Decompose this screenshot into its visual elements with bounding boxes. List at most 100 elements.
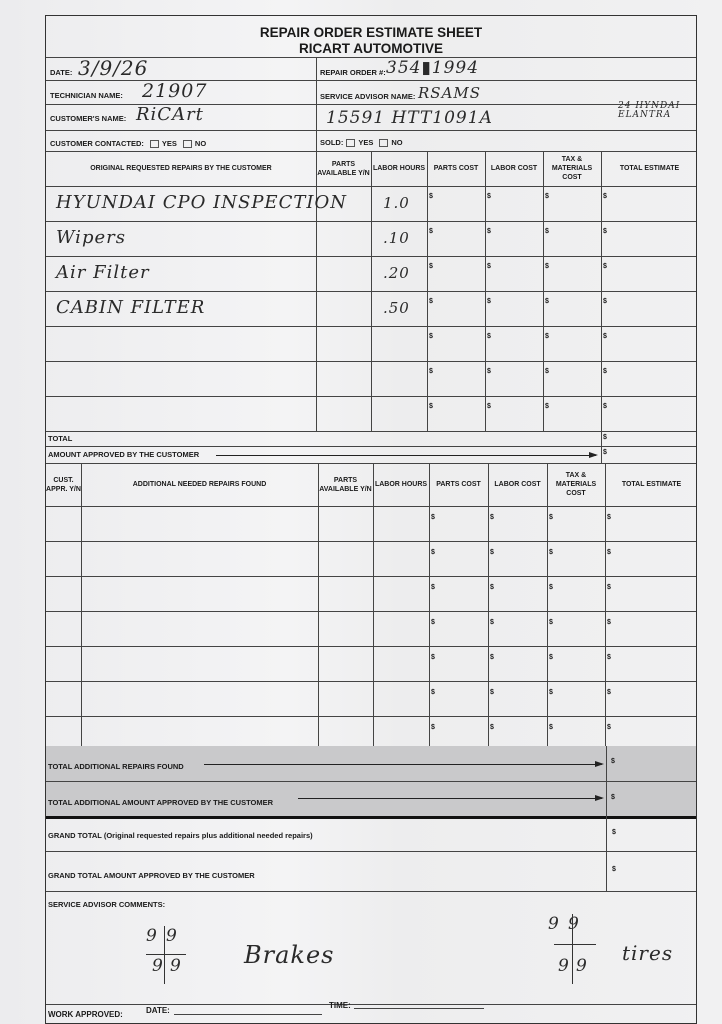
- currency-cell[interactable]: $: [487, 403, 491, 410]
- currency-cell[interactable]: $: [549, 584, 553, 591]
- time-line[interactable]: [354, 1008, 484, 1009]
- column-divider: [373, 463, 374, 751]
- currency-cell[interactable]: $: [431, 549, 435, 556]
- currency-cell[interactable]: $: [487, 333, 491, 340]
- currency-cell[interactable]: $: [603, 368, 607, 375]
- sold-label: SOLD: YES NO: [320, 138, 403, 148]
- vehicle-note: 24 HYNDAI ELANTRA: [618, 101, 681, 120]
- currency-cell[interactable]: $: [490, 584, 494, 591]
- currency-cell[interactable]: $: [431, 514, 435, 521]
- currency-cell[interactable]: $: [603, 333, 607, 340]
- repair-description[interactable]: Air Filter: [56, 262, 150, 283]
- column-header: ORIGINAL REQUESTED REPAIRS BY THE CUSTOM…: [90, 165, 272, 172]
- currency-cell[interactable]: $: [429, 228, 433, 235]
- currency-cell[interactable]: $: [603, 403, 607, 410]
- currency-cell[interactable]: $: [603, 298, 607, 305]
- tally-mark-left: 9 9 9 9: [144, 926, 189, 986]
- currency-cell[interactable]: $: [545, 263, 549, 270]
- row-divider: [46, 611, 696, 612]
- grand-total-amount[interactable]: $: [612, 829, 616, 836]
- currency-cell[interactable]: $: [490, 724, 494, 731]
- currency-cell[interactable]: $: [487, 228, 491, 235]
- labor-hours[interactable]: .20: [383, 264, 410, 282]
- currency-cell[interactable]: $: [603, 193, 607, 200]
- total-additional-label: TOTAL ADDITIONAL REPAIRS FOUND: [48, 762, 184, 771]
- currency-cell[interactable]: $: [490, 654, 494, 661]
- contacted-text: CUSTOMER CONTACTED:: [50, 139, 144, 148]
- currency-cell[interactable]: $: [431, 689, 435, 696]
- advisor-value[interactable]: RSAMS: [418, 84, 482, 102]
- currency-cell[interactable]: $: [607, 584, 611, 591]
- currency-cell[interactable]: $: [545, 403, 549, 410]
- currency-cell[interactable]: $: [431, 619, 435, 626]
- total-amount[interactable]: $: [603, 434, 607, 441]
- vehicle-value[interactable]: 15591 HTT1091A: [326, 108, 493, 128]
- contacted-no-checkbox[interactable]: [182, 140, 192, 149]
- currency-cell[interactable]: $: [431, 584, 435, 591]
- repair-order-value[interactable]: 354▮1994: [386, 58, 480, 78]
- currency-cell[interactable]: $: [549, 689, 553, 696]
- yes-text: YES: [161, 139, 177, 148]
- contacted-yes-checkbox[interactable]: [149, 140, 159, 149]
- currency-cell[interactable]: $: [429, 403, 433, 410]
- amount-approved-label: AMOUNT APPROVED BY THE CUSTOMER: [48, 450, 200, 459]
- currency-cell[interactable]: $: [429, 368, 433, 375]
- currency-cell[interactable]: $: [545, 368, 549, 375]
- currency-cell[interactable]: $: [607, 724, 611, 731]
- customer-value[interactable]: RiCArt: [136, 104, 204, 125]
- column-header: PARTS AVAILABLE Y/N: [317, 160, 370, 177]
- currency-cell[interactable]: $: [607, 514, 611, 521]
- currency-cell[interactable]: $: [545, 228, 549, 235]
- currency-cell[interactable]: $: [607, 654, 611, 661]
- total-additional-amount[interactable]: $: [611, 758, 615, 765]
- total-additional-approved-amount[interactable]: $: [611, 794, 615, 801]
- table-row: $ $ $ $: [46, 681, 698, 716]
- sold-yes-checkbox[interactable]: [346, 139, 356, 148]
- currency-cell[interactable]: $: [487, 368, 491, 375]
- repair-description[interactable]: CABIN FILTER: [56, 297, 206, 318]
- table-row: $ $ $ $: [46, 396, 698, 431]
- currency-cell[interactable]: $: [607, 689, 611, 696]
- currency-cell[interactable]: $: [487, 263, 491, 270]
- currency-cell[interactable]: $: [431, 654, 435, 661]
- work-approved-time-label: TIME:: [329, 1001, 351, 1010]
- currency-cell[interactable]: $: [429, 333, 433, 340]
- currency-cell[interactable]: $: [545, 193, 549, 200]
- currency-cell[interactable]: $: [487, 298, 491, 305]
- table-row: $ $ $ $: [46, 716, 698, 751]
- amount-approved-amount[interactable]: $: [603, 449, 607, 456]
- currency-cell[interactable]: $: [429, 193, 433, 200]
- currency-cell[interactable]: $: [490, 689, 494, 696]
- tally-digit: 9: [166, 926, 178, 946]
- currency-cell[interactable]: $: [549, 514, 553, 521]
- labor-hours[interactable]: .10: [383, 229, 410, 247]
- currency-cell[interactable]: $: [549, 724, 553, 731]
- currency-cell[interactable]: $: [545, 333, 549, 340]
- date-line[interactable]: [174, 1014, 322, 1015]
- repair-description[interactable]: Wipers: [56, 227, 126, 248]
- currency-cell[interactable]: $: [607, 619, 611, 626]
- labor-hours[interactable]: 1.0: [383, 194, 410, 212]
- repair-description[interactable]: HYUNDAI CPO INSPECTION: [56, 192, 347, 213]
- currency-cell[interactable]: $: [549, 654, 553, 661]
- currency-cell[interactable]: $: [487, 193, 491, 200]
- date-value[interactable]: 3/9/26: [78, 56, 149, 80]
- column-divider: [601, 431, 602, 463]
- currency-cell[interactable]: $: [603, 263, 607, 270]
- currency-cell[interactable]: $: [549, 619, 553, 626]
- currency-cell[interactable]: $: [607, 549, 611, 556]
- currency-cell[interactable]: $: [429, 298, 433, 305]
- currency-cell[interactable]: $: [490, 514, 494, 521]
- sold-no-checkbox[interactable]: [379, 139, 389, 148]
- currency-cell[interactable]: $: [603, 228, 607, 235]
- currency-cell[interactable]: $: [431, 724, 435, 731]
- grand-total-approved-amount[interactable]: $: [612, 866, 616, 873]
- currency-cell[interactable]: $: [490, 549, 494, 556]
- technician-value[interactable]: 21907: [142, 80, 208, 102]
- currency-cell[interactable]: $: [545, 298, 549, 305]
- labor-hours[interactable]: .50: [383, 299, 410, 317]
- currency-cell[interactable]: $: [429, 263, 433, 270]
- currency-cell[interactable]: $: [549, 549, 553, 556]
- currency-cell[interactable]: $: [490, 619, 494, 626]
- tally-digit: 9: [152, 956, 164, 976]
